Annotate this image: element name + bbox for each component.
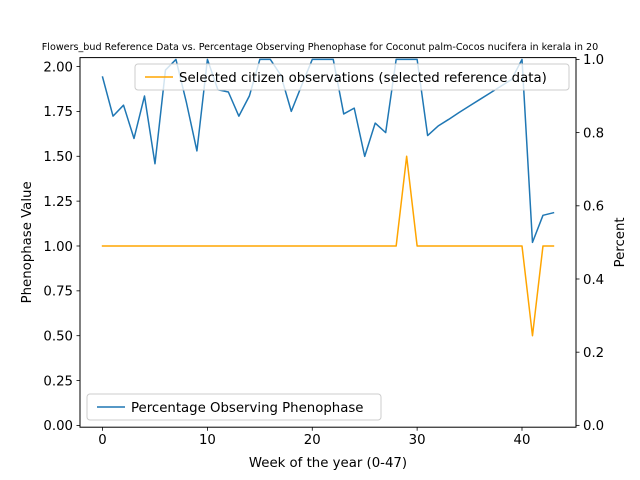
y-left-tick-label: 2.00 xyxy=(43,60,73,75)
y-right-tick-label: 0.0 xyxy=(583,419,604,434)
y-left-tick-label: 1.25 xyxy=(43,195,73,210)
legend-lower: Percentage Observing Phenophase xyxy=(86,393,382,421)
y-axis-right-label: Percent xyxy=(613,217,628,267)
y-right-tick-label: 0.4 xyxy=(583,273,604,288)
y-left-tick-label: 1.50 xyxy=(43,150,73,165)
legend-lower-label: Percentage Observing Phenophase xyxy=(131,401,363,416)
y-left-tick-label: 0.25 xyxy=(43,374,73,389)
x-tick-label: 40 xyxy=(514,433,531,448)
y-left-tick-label: 0.50 xyxy=(43,329,73,344)
legend-upper-box xyxy=(134,63,570,91)
y-left-tick-label: 0.00 xyxy=(43,419,73,434)
y-axis-right: 0.0 0.2 0.4 0.6 0.8 1.0 xyxy=(576,53,604,434)
x-tick-label: 10 xyxy=(199,433,216,448)
y-left-tick-label: 1.75 xyxy=(43,105,73,120)
y-right-tick-label: 0.8 xyxy=(583,126,604,141)
x-tick-label: 20 xyxy=(304,433,321,448)
y-right-tick-label: 0.2 xyxy=(583,346,604,361)
legend-lower-box xyxy=(86,393,382,421)
y-axis-left: 0.00 0.25 0.50 0.75 1.00 1.25 1.50 1.75 2.00 xyxy=(43,60,80,434)
y-left-tick-label: 1.00 xyxy=(43,240,73,255)
y-right-tick-label: 1.0 xyxy=(583,53,604,68)
y-axis-left-label: Phenophase Value xyxy=(20,181,35,303)
y-right-tick-label: 0.6 xyxy=(583,200,604,215)
axes-frame xyxy=(79,57,577,428)
series-line-0 xyxy=(101,155,555,337)
legend-upper-label: Selected citizen observations (selected … xyxy=(179,71,547,86)
legend-upper: Selected citizen observations (selected … xyxy=(134,63,570,91)
y-left-tick-label: 0.75 xyxy=(43,285,73,300)
x-axis: 0 10 20 30 40 xyxy=(98,427,530,448)
x-axis-label: Week of the year (0-47) xyxy=(249,456,407,471)
x-tick-label: 0 xyxy=(98,433,106,448)
chart-title: Flowers_bud Reference Data vs. Percentag… xyxy=(42,42,598,53)
x-tick-label: 30 xyxy=(409,433,426,448)
